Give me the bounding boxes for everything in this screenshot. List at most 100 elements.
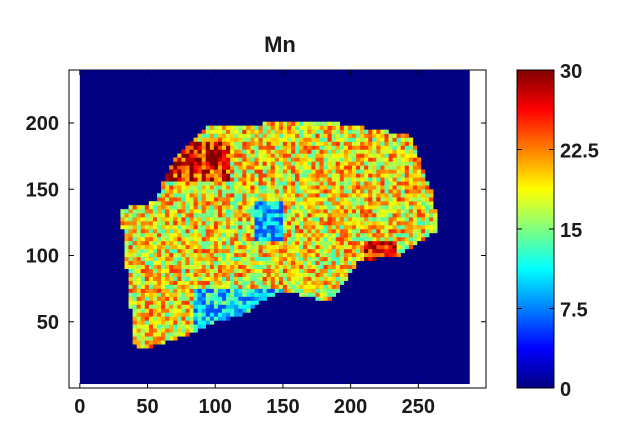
x-tick-label: 50	[136, 396, 158, 418]
heatmap-cell	[185, 205, 190, 210]
heatmap-cell	[282, 125, 288, 130]
heatmap-cell	[230, 213, 235, 218]
heatmap-cell	[274, 256, 280, 262]
heatmap-cell	[295, 153, 300, 158]
heatmap-cell	[148, 344, 154, 349]
heatmap-cell	[258, 225, 263, 230]
heatmap-cell	[429, 197, 434, 202]
heatmap-cell	[189, 189, 194, 194]
heatmap-cell	[291, 181, 296, 186]
heatmap-cell	[177, 296, 182, 301]
heatmap-cell	[347, 221, 353, 226]
heatmap-cell	[201, 240, 206, 246]
heatmap-cell	[388, 209, 393, 214]
heatmap-cell	[339, 145, 345, 150]
heatmap-cell	[140, 320, 146, 325]
heatmap-cell	[286, 145, 292, 150]
heatmap-cell	[331, 185, 336, 190]
heatmap-cell	[404, 161, 410, 166]
x-axis: 0 50 100 150 200 250	[74, 70, 435, 418]
heatmap-cell	[388, 153, 393, 158]
heatmap-cell	[221, 304, 227, 309]
heatmap-cell	[295, 193, 300, 198]
heatmap-cell	[193, 304, 198, 309]
heatmap-cell	[161, 209, 166, 214]
heatmap-cell	[400, 213, 406, 218]
heatmap-cell	[209, 260, 215, 266]
heatmap-cell	[315, 169, 320, 174]
heatmap-cell	[246, 205, 251, 210]
heatmap-cell	[230, 276, 235, 281]
heatmap-cell	[262, 197, 267, 202]
heatmap-cell	[282, 201, 288, 206]
heatmap-cell	[205, 161, 211, 166]
heatmap-cell	[376, 173, 381, 178]
heatmap-cell	[416, 161, 422, 166]
heatmap-cell	[258, 229, 263, 234]
heatmap-cell	[339, 280, 345, 285]
heatmap-cell	[404, 149, 410, 154]
heatmap-cell	[392, 141, 397, 146]
heatmap-cell	[295, 288, 300, 293]
heatmap-cell	[230, 292, 235, 297]
heatmap-cell	[343, 205, 349, 210]
heatmap-cell	[335, 240, 341, 246]
heatmap-cell	[343, 149, 349, 154]
heatmap-cell	[132, 332, 137, 337]
heatmap-cell	[347, 260, 353, 266]
heatmap-cell	[360, 248, 365, 254]
heatmap-cell	[221, 260, 227, 266]
heatmap-cell	[234, 272, 239, 277]
heatmap-cell	[295, 121, 300, 126]
heatmap-cell	[234, 304, 239, 309]
heatmap-cell	[165, 252, 170, 258]
heatmap-cell	[412, 240, 418, 246]
heatmap-cell	[416, 225, 422, 230]
heatmap-cell	[408, 193, 414, 198]
heatmap-cell	[396, 197, 401, 202]
heatmap-cell	[404, 137, 410, 142]
heatmap-cell	[347, 181, 353, 186]
heatmap-cell	[226, 153, 231, 158]
heatmap-cell	[307, 248, 312, 254]
heatmap-cell	[311, 288, 316, 293]
heatmap-cell	[177, 213, 182, 218]
heatmap-cell	[217, 296, 223, 301]
heatmap-cell	[136, 328, 141, 333]
heatmap-cell	[356, 217, 361, 222]
heatmap-cell	[274, 225, 280, 230]
heatmap-cell	[392, 205, 397, 210]
heatmap-cell	[254, 292, 259, 297]
heatmap-cell	[136, 304, 141, 309]
heatmap-cell	[157, 248, 162, 254]
heatmap-cell	[266, 217, 271, 222]
heatmap-cell	[242, 209, 247, 214]
heatmap-cell	[319, 236, 324, 242]
heatmap-cell	[161, 213, 166, 218]
heatmap-cell	[360, 165, 365, 170]
heatmap-cell	[201, 280, 206, 285]
heatmap-cell	[148, 292, 154, 297]
heatmap-cell	[274, 133, 280, 138]
heatmap-cell	[388, 236, 393, 242]
heatmap-cell	[157, 244, 162, 250]
heatmap-cell	[311, 264, 316, 269]
heatmap-cell	[266, 221, 271, 226]
heatmap-cell	[425, 205, 430, 210]
heatmap-cell	[282, 205, 288, 210]
heatmap-cell	[173, 256, 178, 262]
heatmap-cell	[234, 300, 239, 305]
heatmap-cell	[201, 229, 206, 234]
heatmap-cell	[331, 252, 336, 258]
heatmap-cell	[242, 197, 247, 202]
heatmap-cell	[266, 209, 271, 214]
heatmap-cell	[339, 153, 345, 158]
heatmap-cell	[242, 240, 247, 246]
heatmap-cell	[270, 288, 276, 293]
heatmap-cell	[165, 193, 170, 198]
heatmap-cell	[323, 296, 328, 301]
heatmap-cell	[400, 173, 406, 178]
heatmap-cell	[396, 133, 401, 138]
heatmap-cell	[234, 312, 239, 317]
heatmap-cell	[209, 264, 215, 269]
